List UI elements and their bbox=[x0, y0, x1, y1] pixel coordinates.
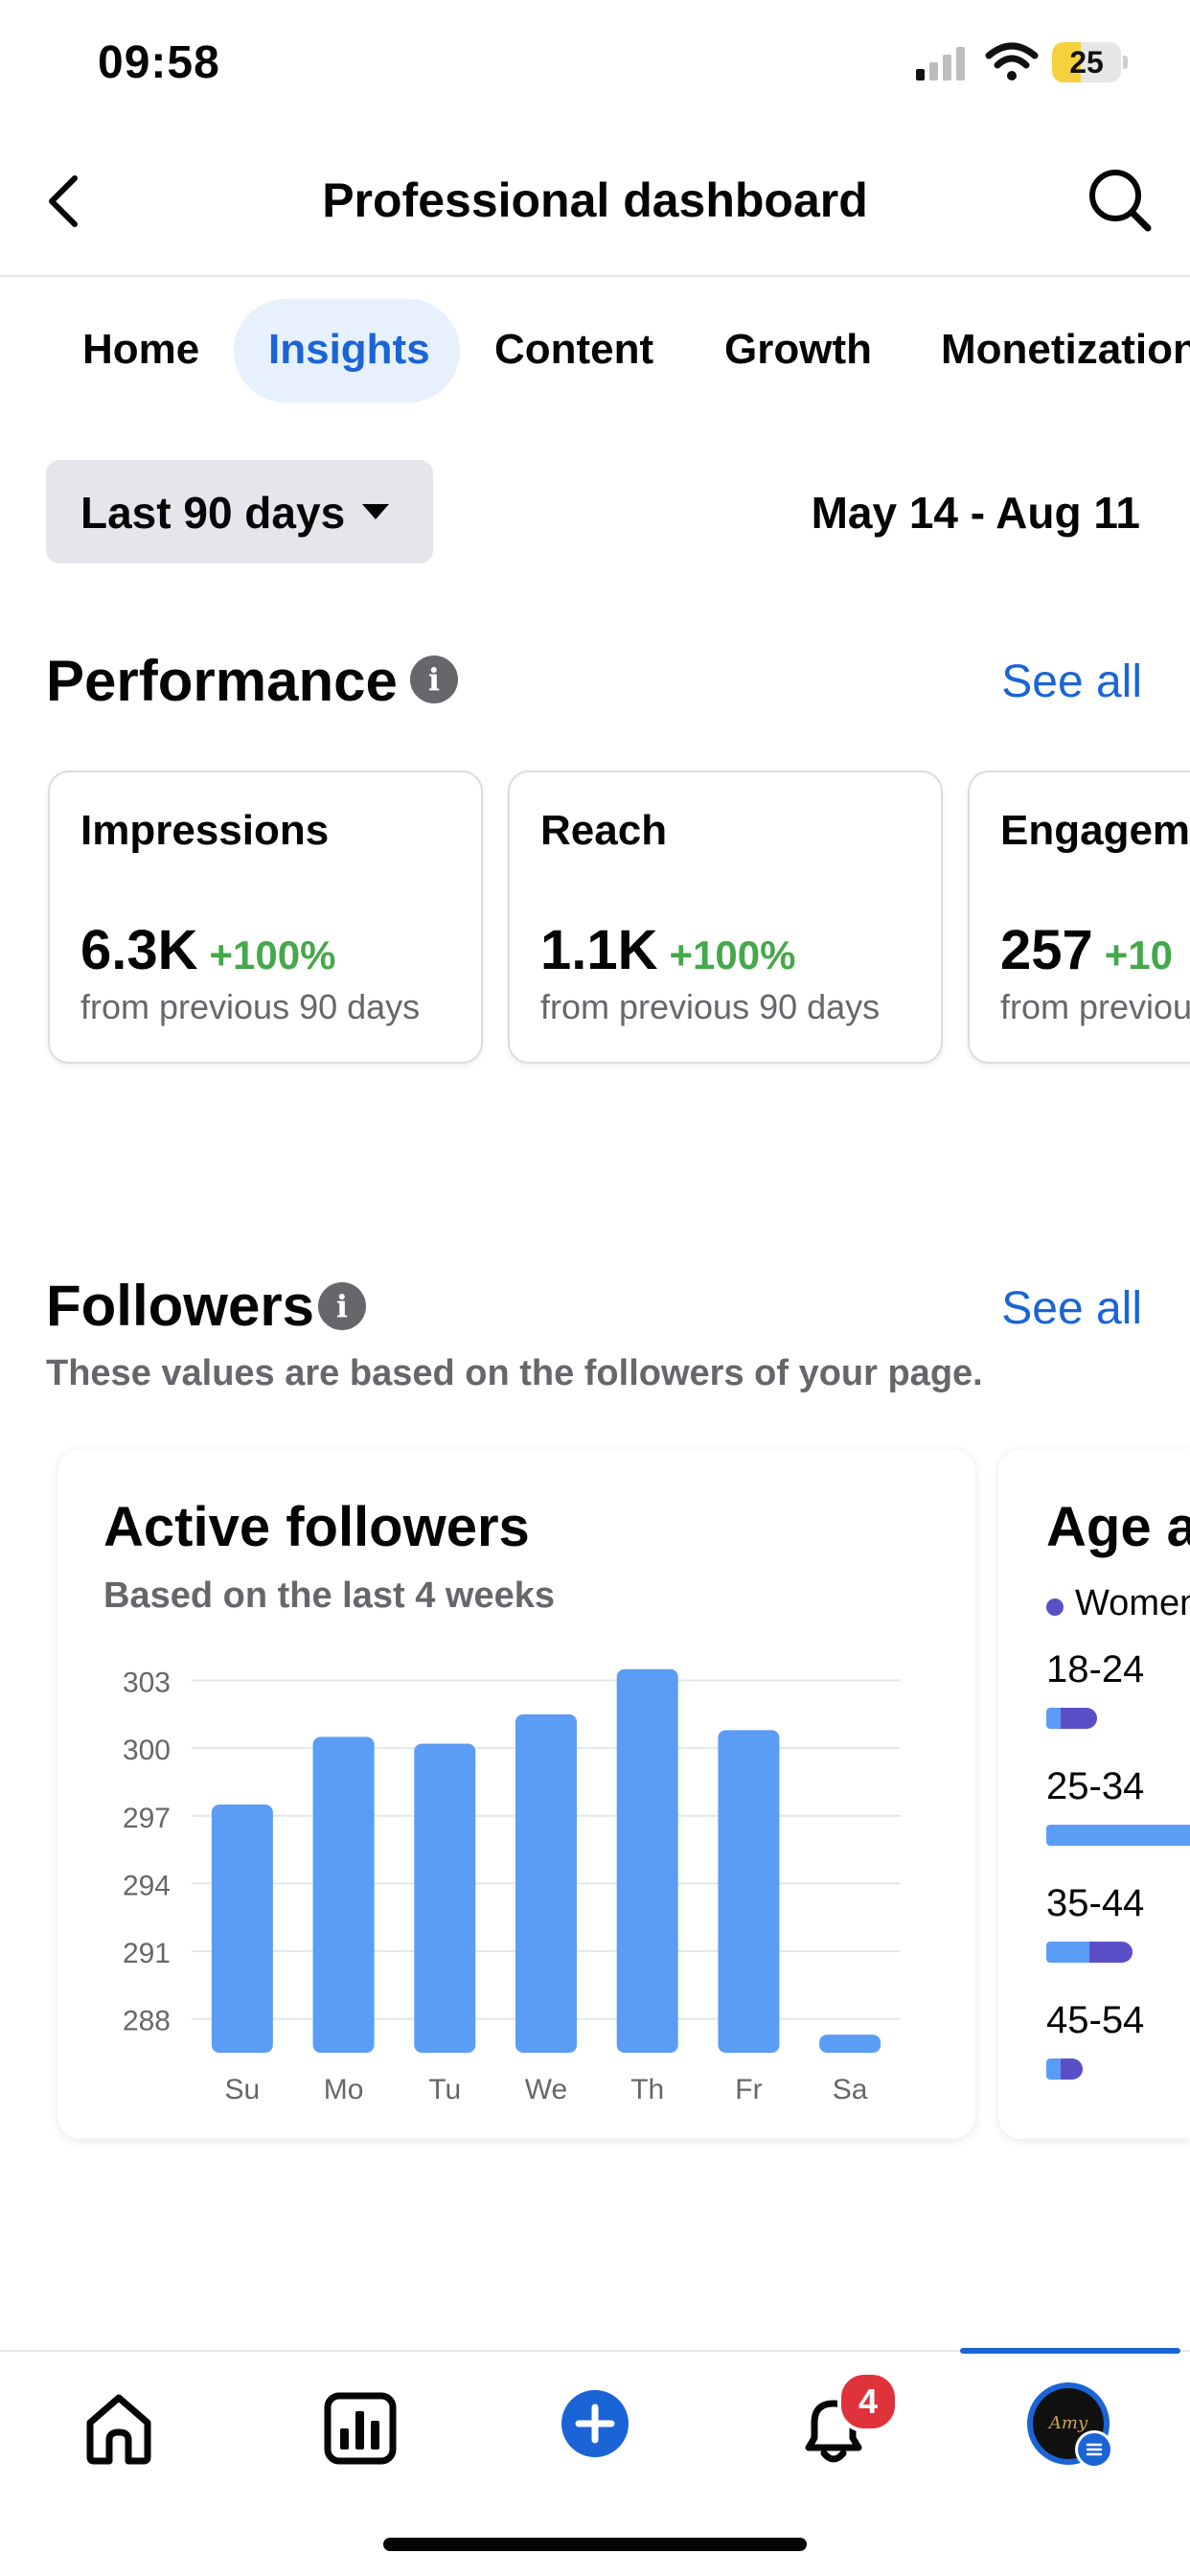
bar-su[interactable] bbox=[211, 1805, 273, 2053]
metric-label: Engagem bbox=[1000, 807, 1190, 854]
metric-comparison: from previous 90 days bbox=[80, 987, 421, 1026]
caret-down-icon bbox=[362, 504, 389, 519]
metric-delta: +100% bbox=[209, 932, 336, 978]
x-tick-label: Th bbox=[630, 2074, 664, 2105]
bar-th[interactable] bbox=[616, 1668, 678, 2053]
metric-value: 257 bbox=[1000, 919, 1093, 981]
age-bar-segment-women bbox=[1061, 1708, 1097, 1729]
performance-see-all-link[interactable]: See all bbox=[1001, 656, 1142, 707]
age-bar-segment-women bbox=[1089, 1942, 1133, 1963]
tab-content[interactable]: Content bbox=[494, 326, 654, 373]
bar-mo[interactable] bbox=[312, 1736, 375, 2053]
y-tick-label: 288 bbox=[123, 2006, 171, 2037]
insights-chart-icon[interactable] bbox=[322, 2390, 399, 2467]
bar-fr[interactable] bbox=[718, 1730, 780, 2053]
metric-card-engagement[interactable] bbox=[968, 770, 1190, 1064]
menu-badge bbox=[1075, 2430, 1113, 2469]
age-bar-segment-a bbox=[1046, 2058, 1061, 2080]
age-group-label: 25-34 bbox=[1046, 1765, 1145, 1807]
tab-growth[interactable]: Growth bbox=[724, 326, 872, 373]
age-bar-segment-women bbox=[1061, 2058, 1083, 2080]
bar-sa[interactable] bbox=[819, 2035, 881, 2053]
nav-active-indicator bbox=[960, 2348, 1180, 2354]
metric-comparison: from previous 90 days bbox=[540, 987, 881, 1026]
legend-dot-women bbox=[1046, 1598, 1064, 1616]
status-time: 09:58 bbox=[98, 37, 220, 88]
home-indicator bbox=[383, 2538, 807, 2551]
create-button[interactable] bbox=[561, 2390, 629, 2457]
metric-card-impressions[interactable] bbox=[48, 770, 483, 1064]
metric-label: Impressions bbox=[80, 807, 330, 854]
metric-value: 1.1K bbox=[540, 919, 658, 981]
date-range-dropdown[interactable] bbox=[46, 460, 433, 564]
bar-tu[interactable] bbox=[414, 1743, 476, 2053]
age-legend-women: Women bbox=[1075, 1583, 1190, 1623]
date-range-dropdown-label: Last 90 days bbox=[80, 488, 346, 538]
header-divider bbox=[0, 275, 1190, 277]
bar-we[interactable] bbox=[515, 1714, 577, 2053]
x-tick-label: Mo bbox=[324, 2074, 364, 2105]
info-icon[interactable]: i bbox=[410, 656, 458, 703]
date-range-text: May 14 - Aug 11 bbox=[811, 488, 1140, 538]
tab-monetization[interactable]: Monetization bbox=[941, 326, 1190, 373]
followers-title: Followers bbox=[46, 1274, 315, 1338]
followers-description: These values are based on the followers … bbox=[46, 1353, 983, 1393]
notification-count-badge: 4 bbox=[837, 2371, 899, 2432]
metric-value-row: 1.1K +100% bbox=[540, 918, 795, 982]
plus-icon bbox=[575, 2404, 615, 2444]
age-group-label: 45-54 bbox=[1046, 1999, 1145, 2041]
followers-see-all-link[interactable]: See all bbox=[1001, 1283, 1142, 1334]
y-tick-label: 294 bbox=[123, 1870, 171, 1901]
battery-level: 25 bbox=[1069, 45, 1104, 80]
x-tick-label: Sa bbox=[833, 2074, 868, 2105]
x-tick-label: Fr bbox=[735, 2074, 762, 2105]
nav-divider bbox=[0, 2350, 1190, 2352]
metric-delta: +10 bbox=[1104, 932, 1174, 978]
metric-comparison: from previou bbox=[1000, 987, 1190, 1026]
y-tick-label: 300 bbox=[123, 1735, 171, 1766]
active-followers-title: Active followers bbox=[103, 1496, 530, 1558]
active-followers-bar-chart: 288 291 294 297 300 303 Su Mo Tu We Th Fr Sa bbox=[123, 1668, 901, 2105]
metric-value-row: 257 +10 bbox=[1000, 918, 1173, 982]
battery-icon: 25 bbox=[1052, 42, 1129, 82]
performance-title: Performance bbox=[46, 649, 398, 713]
tab-insights[interactable]: Insights bbox=[268, 326, 430, 373]
cellular-signal-icon bbox=[916, 47, 965, 80]
active-tab-highlight bbox=[234, 299, 460, 402]
age-card-title: Age a bbox=[1046, 1496, 1190, 1558]
age-group-label: 18-24 bbox=[1046, 1648, 1145, 1690]
back-icon[interactable] bbox=[44, 172, 82, 230]
age-bar-segment-a bbox=[1046, 1708, 1061, 1729]
x-tick-label: Tu bbox=[428, 2074, 461, 2105]
metric-value: 6.3K bbox=[80, 919, 198, 981]
age-bar-segment-a bbox=[1046, 1825, 1190, 1846]
age-group-label: 35-44 bbox=[1046, 1882, 1145, 1924]
info-icon[interactable]: i bbox=[318, 1282, 366, 1330]
wifi-icon bbox=[985, 42, 1039, 80]
y-tick-label: 291 bbox=[123, 1938, 171, 1969]
metric-value-row: 6.3K +100% bbox=[80, 918, 335, 982]
y-tick-label: 303 bbox=[123, 1668, 171, 1699]
avatar-logo-text: Amy bbox=[1033, 2388, 1104, 2459]
metric-card-reach[interactable] bbox=[508, 770, 943, 1064]
menu-lines-icon bbox=[1086, 2443, 1103, 2456]
tab-home[interactable]: Home bbox=[82, 326, 200, 373]
age-card[interactable] bbox=[998, 1449, 1190, 2139]
x-tick-label: We bbox=[525, 2074, 567, 2105]
metric-label: Reach bbox=[540, 807, 668, 854]
home-icon[interactable] bbox=[80, 2390, 157, 2467]
search-icon[interactable] bbox=[1085, 165, 1154, 234]
x-tick-label: Su bbox=[225, 2074, 261, 2105]
active-followers-subtitle: Based on the last 4 weeks bbox=[103, 1576, 555, 1616]
metric-delta: +100% bbox=[669, 932, 796, 978]
age-bar-segment-a bbox=[1046, 1942, 1089, 1963]
y-tick-label: 297 bbox=[123, 1803, 171, 1834]
page-title: Professional dashboard bbox=[322, 173, 868, 227]
